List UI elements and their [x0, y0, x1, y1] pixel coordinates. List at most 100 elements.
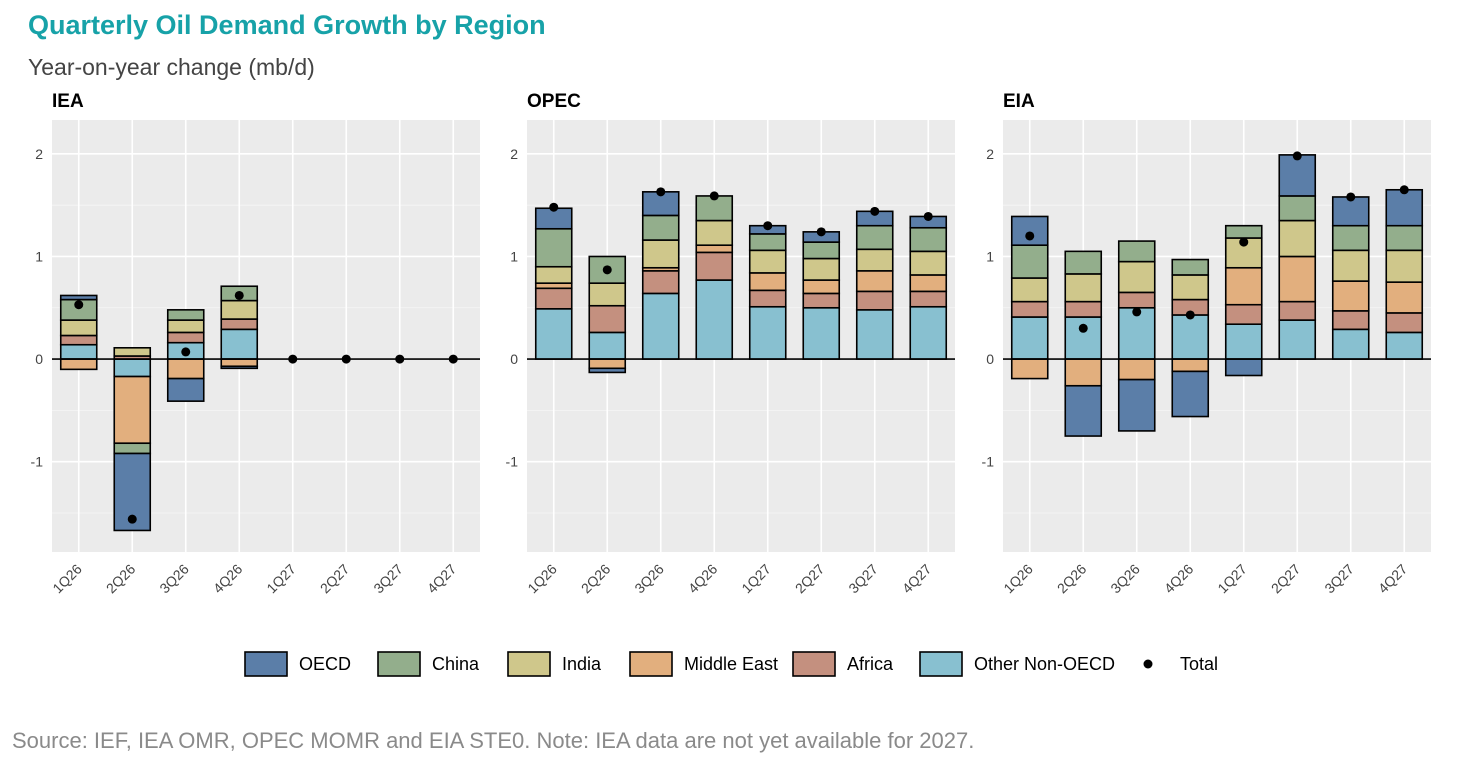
x-tick-label: 3Q26 — [631, 561, 667, 597]
x-tick-label: 1Q26 — [49, 561, 85, 597]
bar-segment-india — [588, 282, 627, 307]
legend-item-africa: Africa — [792, 651, 894, 677]
bar-segment-middle-east — [748, 272, 787, 292]
chart-title: Quarterly Oil Demand Growth by Region — [28, 10, 546, 40]
bar-segment-other-non-oecd — [1278, 319, 1317, 360]
bar-segment-oecd — [220, 365, 259, 370]
legend-swatch — [792, 651, 836, 677]
bar-segment-middle-east — [695, 244, 734, 254]
panel-title: OPEC — [527, 91, 581, 112]
bar-segment-other-non-oecd — [588, 331, 627, 360]
bar-segment-india — [1117, 260, 1156, 294]
legend-label: OECD — [299, 654, 351, 674]
x-tick-label: 1Q26 — [1000, 561, 1036, 597]
total-point — [816, 227, 826, 237]
x-tick-label: 1Q27 — [1214, 561, 1250, 597]
bar-segment-india — [59, 319, 98, 337]
total-point — [1185, 310, 1195, 320]
bar-segment-india — [695, 219, 734, 246]
bar-segment-other-non-oecd — [1385, 331, 1424, 360]
y-tick-label: 0 — [510, 351, 518, 367]
bar-segment-oecd — [1385, 188, 1424, 227]
bar-segment-oecd — [1224, 358, 1263, 377]
y-tick-label: -1 — [982, 454, 995, 470]
chart-subtitle: Year-on-year change (mb/d) — [28, 54, 315, 80]
bar-segment-other-non-oecd — [59, 343, 98, 360]
bar-segment-india — [1010, 277, 1049, 303]
bar-segment-other-non-oecd — [695, 279, 734, 360]
bar-segment-other-non-oecd — [113, 358, 152, 378]
bar-segment-middle-east — [113, 375, 152, 445]
bar-segment-middle-east — [59, 358, 98, 371]
bar-segment-middle-east — [1385, 281, 1424, 314]
bar-segment-oecd — [1064, 384, 1103, 437]
bar-segment-oecd — [1010, 215, 1049, 246]
bar-segment-china — [1331, 224, 1370, 252]
x-tick-label: 2Q27 — [1268, 561, 1304, 597]
x-tick-label: 2Q27 — [317, 561, 353, 597]
y-tick-label: 0 — [986, 351, 994, 367]
x-tick-label: 3Q27 — [845, 561, 881, 597]
bar-segment-oecd — [59, 294, 98, 301]
panel-iea: IEA -1 0 1 2 1Q26 2Q26 3Q26 4Q26 1Q27 2Q27 3Q27 4Q27 — [31, 91, 480, 596]
total-point — [1292, 151, 1302, 161]
bar-segment-china — [748, 233, 787, 252]
bar-segment-africa — [1224, 303, 1263, 325]
x-tick-label: 4Q26 — [210, 561, 246, 597]
total-point — [395, 354, 405, 364]
bar-segment-middle-east — [1224, 266, 1263, 306]
bar-segment-china — [855, 224, 894, 251]
x-tick-label: 3Q27 — [370, 561, 406, 597]
legend-item-india: India — [507, 651, 602, 677]
total-point — [1078, 323, 1088, 333]
bar-segment-middle-east — [855, 270, 894, 293]
legend-label: China — [432, 654, 480, 674]
x-tick-label: 2Q26 — [578, 561, 614, 597]
x-tick-label: 4Q27 — [1375, 561, 1411, 597]
total-point — [1025, 231, 1035, 241]
legend-dot — [1143, 659, 1153, 669]
bar-segment-middle-east — [1278, 255, 1317, 303]
bar-segment-africa — [695, 251, 734, 281]
bar-segment-africa — [1010, 300, 1049, 318]
legend-item-china: China — [377, 651, 480, 677]
y-tick-label: 0 — [35, 351, 43, 367]
bar-segment-middle-east — [220, 358, 259, 368]
x-tick-label: 2Q27 — [792, 561, 828, 597]
bar-segment-other-non-oecd — [1010, 316, 1049, 360]
bar-segment-china — [534, 227, 573, 268]
x-tick-label: 2Q26 — [1054, 561, 1090, 597]
bar-segment-africa — [59, 334, 98, 346]
total-point — [181, 347, 191, 357]
y-tick-label: 2 — [35, 146, 43, 162]
legend-swatch — [377, 651, 421, 677]
total-point — [1239, 237, 1249, 247]
x-tick-label: 1Q26 — [524, 561, 560, 597]
x-tick-label: 3Q26 — [156, 561, 192, 597]
bar-segment-china — [1278, 195, 1317, 222]
legend-label: Africa — [847, 654, 894, 674]
legend-item-other-non-oecd: Other Non-OECD — [919, 651, 1115, 677]
bar-segment-china — [802, 241, 841, 260]
panel-title: EIA — [1003, 91, 1035, 112]
bar-segment-india — [641, 239, 680, 269]
bar-segment-other-non-oecd — [1224, 323, 1263, 360]
total-point — [549, 202, 559, 212]
y-tick-label: -1 — [506, 454, 519, 470]
total-point — [127, 514, 137, 524]
bar-segment-other-non-oecd — [1171, 314, 1210, 360]
total-point — [870, 206, 880, 216]
bar-segment-oecd — [588, 367, 627, 374]
legend-item-oecd: OECD — [244, 651, 351, 677]
panel-title: IEA — [52, 91, 84, 112]
bar-segment-africa — [1064, 300, 1103, 318]
bar-segment-india — [1171, 274, 1210, 301]
bar-segment-africa — [588, 304, 627, 334]
x-tick-label: 3Q27 — [1321, 561, 1357, 597]
bar-segment-india — [748, 249, 787, 274]
total-point — [288, 354, 298, 364]
bar-segment-china — [1224, 224, 1263, 239]
total-point — [602, 265, 612, 275]
panel-eia: EIA -1 0 1 2 1Q26 2Q26 3Q26 4Q26 1Q27 2Q27 3Q27 4Q27 — [982, 91, 1431, 596]
